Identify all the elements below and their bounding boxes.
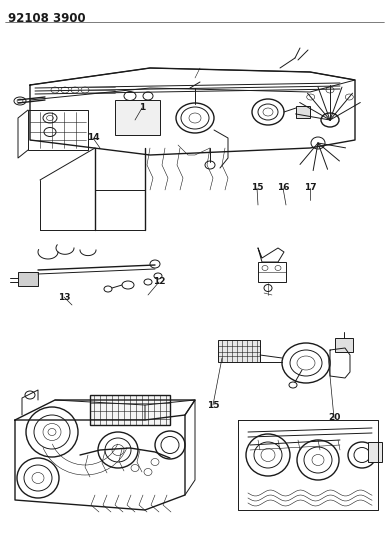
Bar — [28, 110, 88, 150]
Bar — [335, 338, 353, 352]
Text: 20: 20 — [328, 414, 340, 423]
Bar — [218, 340, 260, 362]
Text: 14: 14 — [87, 133, 99, 142]
Bar — [115, 100, 160, 135]
Text: 17: 17 — [304, 183, 316, 192]
Text: 92108 3900: 92108 3900 — [8, 12, 86, 25]
Bar — [258, 262, 286, 282]
Text: 16: 16 — [277, 183, 289, 192]
Text: 1: 1 — [139, 103, 145, 112]
Bar — [90, 395, 170, 425]
Text: 15: 15 — [251, 183, 263, 192]
Text: 13: 13 — [58, 293, 70, 302]
Text: 15: 15 — [207, 400, 219, 409]
Text: 12: 12 — [153, 278, 165, 287]
Bar — [18, 272, 38, 286]
Bar — [296, 106, 310, 118]
Bar — [368, 442, 382, 462]
